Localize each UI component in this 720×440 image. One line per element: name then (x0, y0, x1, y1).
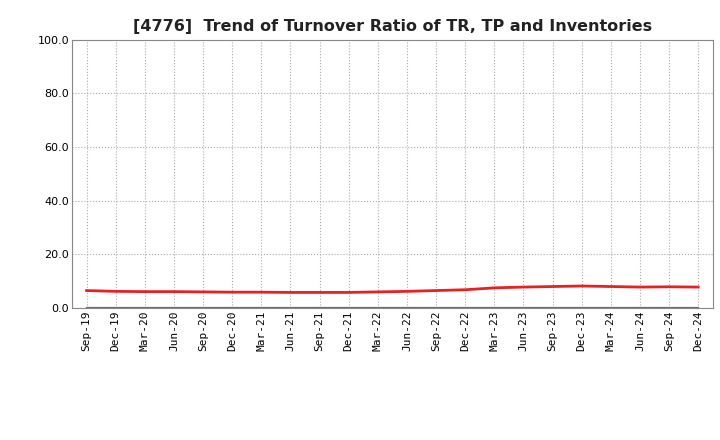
Inventories (170, 305, 179, 311)
Trade Payables (490, 305, 499, 310)
Inventories (140, 305, 149, 311)
Trade Receivables (199, 289, 207, 294)
Trade Payables (257, 305, 266, 310)
Trade Payables (402, 305, 411, 310)
Trade Receivables (82, 288, 91, 293)
Trade Payables (112, 305, 120, 310)
Trade Receivables (694, 284, 703, 290)
Trade Receivables (315, 290, 324, 295)
Trade Payables (548, 305, 557, 310)
Trade Payables (286, 305, 294, 310)
Title: [4776]  Trend of Turnover Ratio of TR, TP and Inventories: [4776] Trend of Turnover Ratio of TR, TP… (132, 19, 652, 34)
Inventories (432, 305, 441, 311)
Trade Receivables (577, 283, 586, 289)
Trade Payables (199, 305, 207, 310)
Trade Payables (82, 305, 91, 310)
Trade Receivables (374, 289, 382, 294)
Trade Payables (344, 305, 353, 310)
Trade Receivables (461, 287, 469, 293)
Inventories (257, 305, 266, 311)
Trade Payables (432, 305, 441, 310)
Trade Payables (315, 305, 324, 310)
Trade Payables (140, 305, 149, 310)
Trade Payables (665, 305, 673, 310)
Inventories (82, 305, 91, 311)
Trade Payables (577, 305, 586, 310)
Trade Receivables (432, 288, 441, 293)
Inventories (199, 305, 207, 311)
Line: Trade Receivables: Trade Receivables (86, 286, 698, 293)
Trade Payables (461, 305, 469, 310)
Inventories (344, 305, 353, 311)
Trade Payables (519, 305, 528, 310)
Trade Payables (694, 305, 703, 310)
Inventories (286, 305, 294, 311)
Trade Payables (374, 305, 382, 310)
Trade Receivables (228, 290, 236, 295)
Inventories (228, 305, 236, 311)
Inventories (694, 305, 703, 311)
Trade Receivables (636, 284, 644, 290)
Trade Receivables (112, 289, 120, 294)
Inventories (112, 305, 120, 311)
Trade Receivables (519, 284, 528, 290)
Trade Payables (636, 305, 644, 310)
Inventories (606, 305, 615, 311)
Trade Receivables (170, 289, 179, 294)
Inventories (402, 305, 411, 311)
Trade Receivables (665, 284, 673, 290)
Inventories (665, 305, 673, 311)
Inventories (315, 305, 324, 311)
Inventories (636, 305, 644, 311)
Trade Receivables (257, 290, 266, 295)
Trade Receivables (402, 289, 411, 294)
Trade Receivables (490, 285, 499, 290)
Inventories (519, 305, 528, 311)
Inventories (374, 305, 382, 311)
Trade Receivables (606, 284, 615, 289)
Trade Payables (606, 305, 615, 310)
Trade Receivables (344, 290, 353, 295)
Trade Payables (170, 305, 179, 310)
Inventories (461, 305, 469, 311)
Inventories (490, 305, 499, 311)
Inventories (577, 305, 586, 311)
Trade Receivables (548, 284, 557, 289)
Trade Payables (228, 305, 236, 310)
Trade Receivables (140, 289, 149, 294)
Inventories (548, 305, 557, 311)
Trade Receivables (286, 290, 294, 295)
